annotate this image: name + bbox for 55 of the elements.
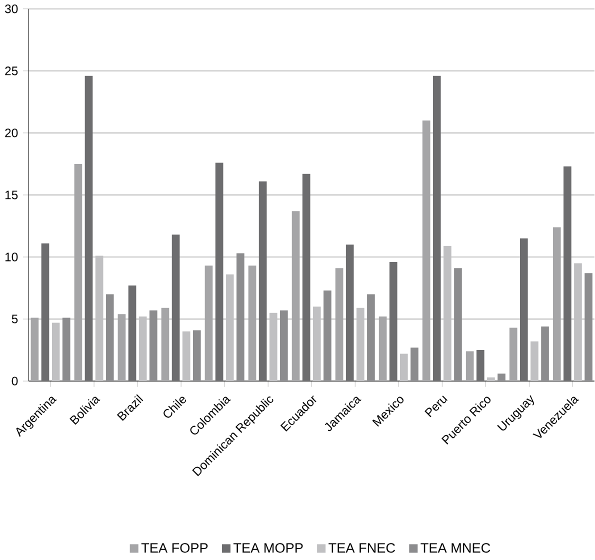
bar — [192, 330, 201, 382]
bar — [52, 322, 60, 382]
bar — [128, 286, 136, 382]
y-tick-label: 15 — [5, 190, 18, 200]
bar — [498, 374, 506, 382]
y-tick-label: 5 — [12, 314, 18, 324]
legend-label: TEA MNEC — [420, 543, 490, 553]
y-tick-label: 25 — [5, 66, 18, 76]
bar — [84, 76, 93, 382]
bar — [302, 174, 310, 382]
legend-label: TEA MOPP — [233, 543, 303, 553]
bar — [432, 76, 441, 382]
bar — [335, 268, 344, 382]
bar — [367, 294, 375, 382]
y-tick-label: 20 — [5, 128, 18, 138]
bar — [248, 266, 256, 382]
bar — [74, 164, 82, 382]
bar — [258, 181, 267, 382]
bar — [292, 211, 300, 382]
bar — [324, 290, 332, 382]
bar — [466, 351, 474, 382]
bar — [106, 294, 114, 382]
bar — [182, 331, 190, 382]
bar — [118, 314, 126, 382]
bar — [454, 268, 462, 382]
bar — [62, 318, 70, 382]
bar — [378, 316, 387, 382]
legend-label: TEA FNEC — [328, 543, 396, 553]
bar — [204, 266, 213, 382]
bar — [422, 120, 430, 382]
bar — [149, 310, 158, 382]
bar — [172, 234, 180, 382]
bar — [509, 328, 518, 382]
bar — [400, 354, 408, 382]
bar — [564, 166, 572, 382]
bar — [520, 238, 528, 382]
bar — [476, 350, 484, 382]
bar — [280, 310, 288, 382]
bar — [584, 273, 592, 382]
bar — [552, 227, 561, 382]
bar — [410, 348, 418, 382]
bar — [30, 318, 39, 382]
bar — [487, 377, 495, 382]
bar — [161, 308, 170, 382]
bar — [236, 253, 244, 382]
bar — [41, 243, 50, 382]
bar — [346, 244, 354, 382]
bar — [541, 326, 549, 382]
y-tick-label: 0 — [12, 376, 18, 386]
y-tick-label: 30 — [5, 4, 18, 14]
bar — [530, 341, 538, 382]
bar — [215, 162, 224, 382]
y-tick-label: 10 — [5, 252, 18, 262]
bar — [389, 262, 398, 382]
legend-label: TEA FOPP — [141, 543, 208, 553]
